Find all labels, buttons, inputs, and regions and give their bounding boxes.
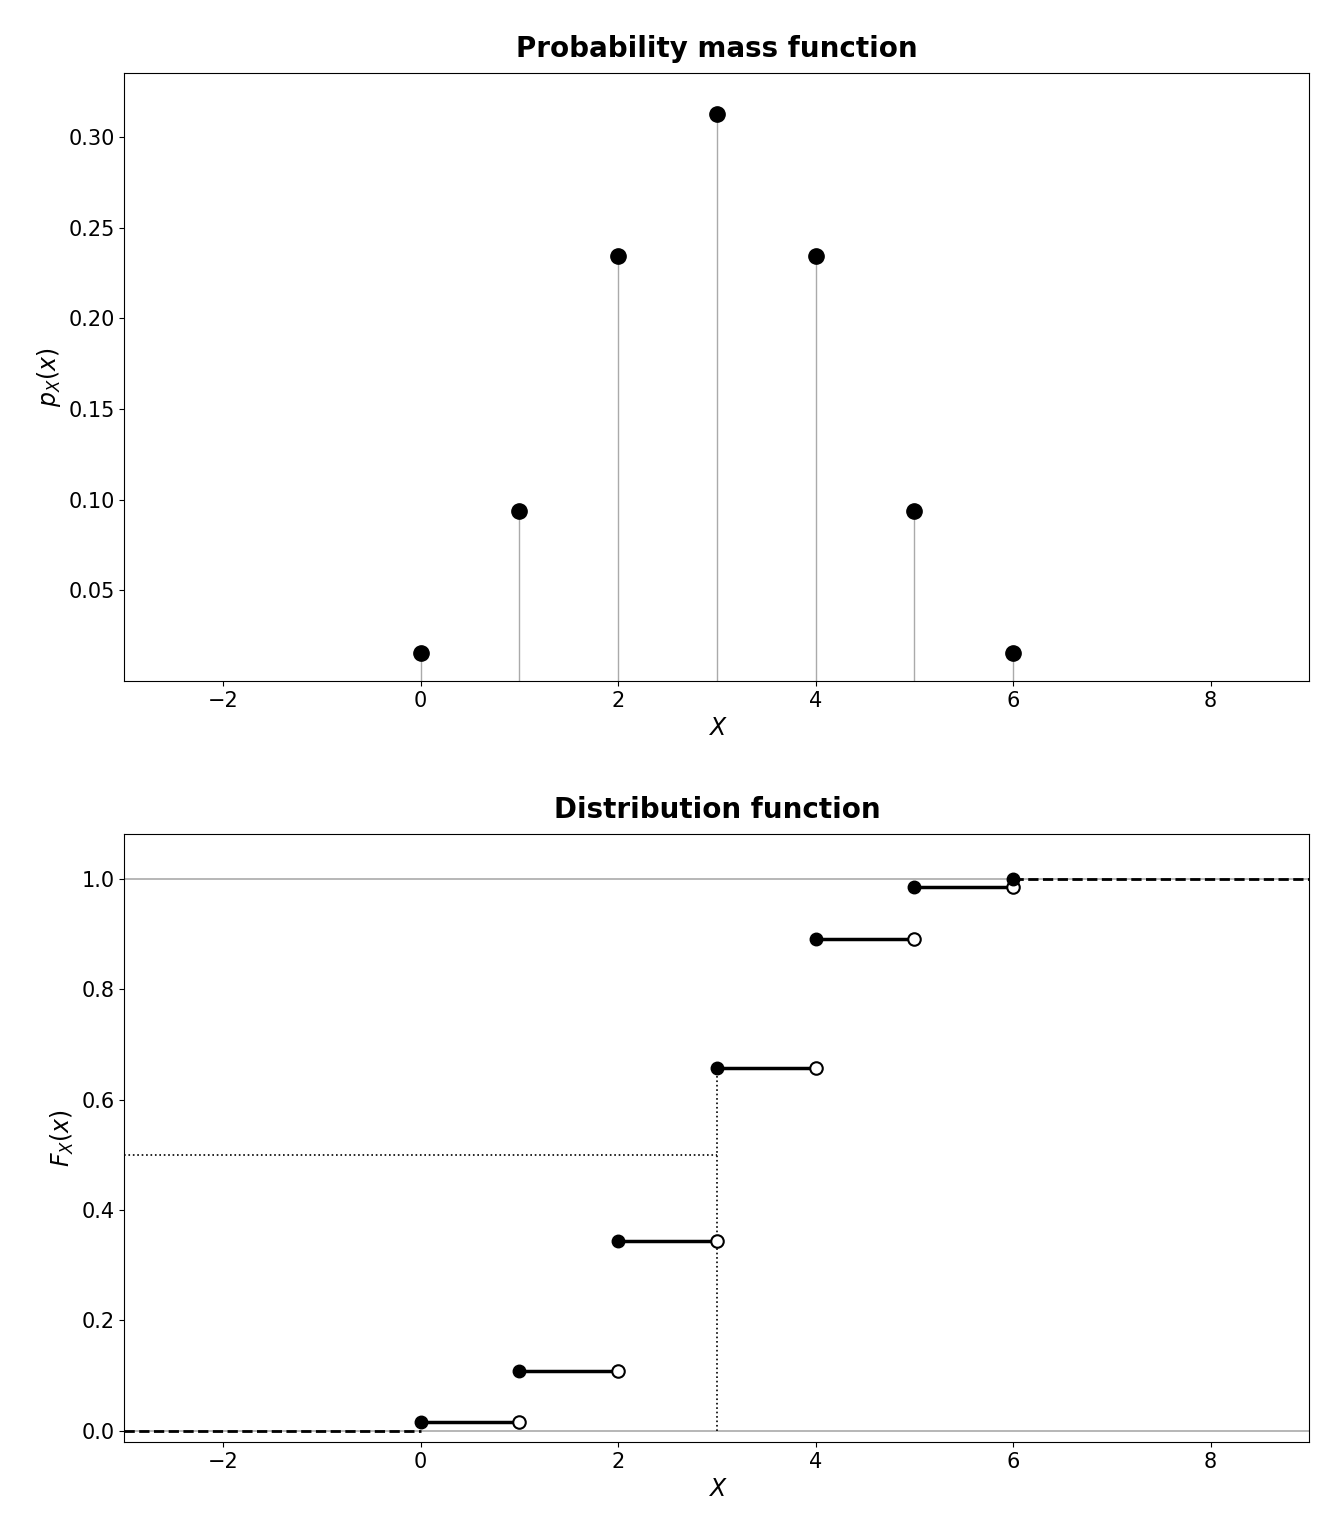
X-axis label: X: X [708,1478,724,1501]
Y-axis label: $F_X(x)$: $F_X(x)$ [48,1109,75,1167]
Title: Distribution function: Distribution function [554,796,880,823]
Y-axis label: $p_X(x)$: $p_X(x)$ [35,347,63,407]
X-axis label: X: X [708,716,724,740]
Title: Probability mass function: Probability mass function [516,35,918,63]
